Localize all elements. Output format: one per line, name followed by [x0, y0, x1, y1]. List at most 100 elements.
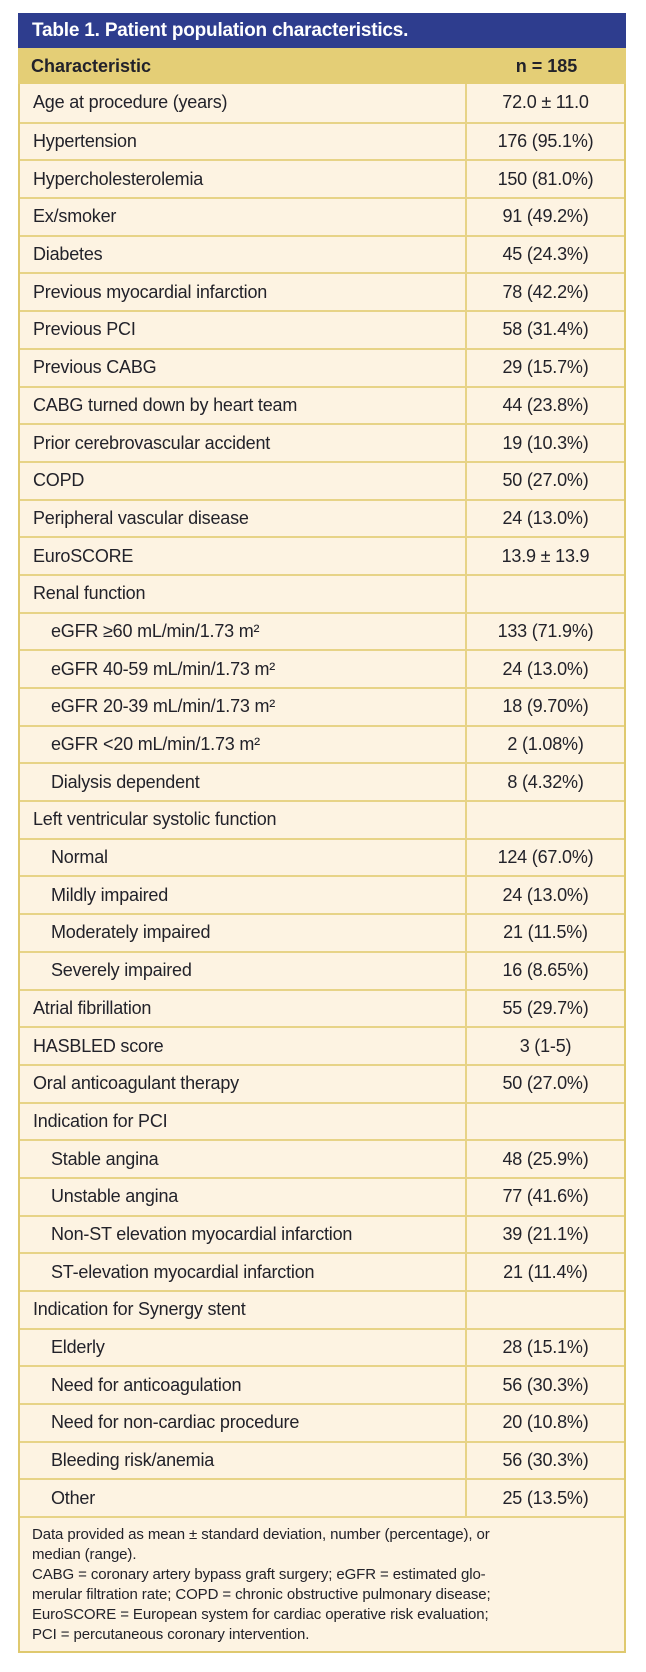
row-label: Ex/smoker — [33, 206, 117, 227]
row-label: Renal function — [33, 583, 146, 604]
table-row: Ex/smoker 91 (49.2%) — [20, 197, 624, 235]
row-label: Unstable angina — [51, 1186, 179, 1207]
row-label: Age at procedure (years) — [33, 92, 228, 113]
table-row: Need for non-cardiac procedure 20 (10.8%… — [20, 1403, 624, 1441]
row-label: Need for non-cardiac procedure — [51, 1412, 300, 1433]
table-row: Indication for PCI — [20, 1101, 624, 1140]
row-value: 176 (95.1%) — [465, 123, 624, 160]
row-value: 77 (41.6%) — [465, 1178, 624, 1215]
row-label: EuroSCORE — [33, 545, 134, 566]
table-row: CABG turned down by heart team 44 (23.8%… — [20, 385, 624, 424]
table-row: eGFR 20-39 mL/min/1.73 m² 18 (9.70%) — [20, 687, 624, 725]
table-row: ST-elevation myocardial infarction 21 (1… — [20, 1252, 624, 1290]
row-value: 45 (24.3%) — [465, 236, 624, 273]
table-row: Mildly impaired 24 (13.0%) — [20, 875, 624, 914]
row-label: eGFR 40-59 mL/min/1.73 m² — [51, 658, 276, 679]
table-row: Non-ST elevation myocardial infarction 3… — [20, 1214, 624, 1253]
row-label: Bleeding risk/anemia — [51, 1450, 215, 1471]
row-label: Atrial fibrillation — [33, 997, 152, 1018]
table-header-row: Characteristic n = 185 — [18, 48, 626, 84]
row-value: 2 (1.08%) — [465, 726, 624, 763]
table-row: Previous myocardial infarction 78 (42.2%… — [20, 272, 624, 311]
row-label: Hypertension — [33, 131, 137, 152]
table-row: Prior cerebrovascular accident 19 (10.3%… — [20, 423, 624, 461]
row-label: Mildly impaired — [51, 884, 169, 905]
table-row: Age at procedure (years) 72.0 ± 11.0 — [20, 84, 624, 122]
row-label: Non-ST elevation myocardial infarction — [51, 1223, 353, 1244]
column-header-n: n = 185 — [515, 55, 578, 76]
row-label: Diabetes — [33, 244, 103, 265]
row-label: Previous CABG — [33, 357, 157, 378]
row-label: Previous PCI — [33, 319, 136, 340]
row-label: Elderly — [51, 1337, 105, 1358]
table-row: Elderly 28 (15.1%) — [20, 1327, 624, 1366]
row-value: 133 (71.9%) — [465, 613, 624, 650]
footnote-line: PCI = percutaneous coronary intervention… — [32, 1626, 310, 1644]
row-value: 50 (27.0%) — [465, 1065, 624, 1102]
row-value — [465, 802, 624, 838]
row-value: 21 (11.4%) — [465, 1254, 624, 1290]
row-value: 8 (4.32%) — [465, 764, 624, 801]
row-label: Other — [51, 1487, 96, 1508]
row-label: Stable angina — [51, 1148, 159, 1169]
table-row: Oral anticoagulant therapy 50 (27.0%) — [20, 1063, 624, 1102]
table-row: Hypertension 176 (95.1%) — [20, 121, 624, 160]
row-value: 124 (67.0%) — [465, 839, 624, 876]
row-label: eGFR 20-39 mL/min/1.73 m² — [51, 696, 276, 717]
row-value: 72.0 ± 11.0 — [465, 84, 624, 122]
table-row: Atrial fibrillation 55 (29.7%) — [20, 988, 624, 1027]
table-row: eGFR 40-59 mL/min/1.73 m² 24 (13.0%) — [20, 649, 624, 687]
row-value: 13.9 ± 13.9 — [465, 538, 624, 574]
table-row: Peripheral vascular disease 24 (13.0%) — [20, 498, 624, 537]
row-value: 19 (10.3%) — [465, 425, 624, 461]
row-value: 24 (13.0%) — [465, 500, 624, 537]
row-label: Left ventricular systolic function — [33, 809, 277, 830]
column-header-characteristic: Characteristic — [31, 55, 152, 76]
row-value: 55 (29.7%) — [465, 990, 624, 1027]
row-value: 25 (13.5%) — [465, 1480, 624, 1517]
row-label: Prior cerebrovascular accident — [33, 432, 271, 453]
footnote-line: Data provided as mean ± standard deviati… — [32, 1526, 490, 1544]
table-row: Other 25 (13.5%) — [20, 1478, 624, 1517]
table-row: Moderately impaired 21 (11.5%) — [20, 913, 624, 951]
table-row: Normal 124 (67.0%) — [20, 837, 624, 876]
row-label: Severely impaired — [51, 960, 192, 981]
table-footnote: Data provided as mean ± standard deviati… — [20, 1516, 624, 1651]
row-label: Peripheral vascular disease — [33, 507, 249, 528]
row-value: 18 (9.70%) — [465, 689, 624, 725]
table-row: Renal function — [20, 573, 624, 612]
table-row: Bleeding risk/anemia 56 (30.3%) — [20, 1440, 624, 1479]
table-row: EuroSCORE 13.9 ± 13.9 — [20, 536, 624, 574]
row-value: 91 (49.2%) — [465, 199, 624, 235]
row-value: 44 (23.8%) — [465, 387, 624, 424]
row-label: Hypercholesterolemia — [33, 168, 204, 189]
table-row: Diabetes 45 (24.3%) — [20, 234, 624, 273]
row-label: ST-elevation myocardial infarction — [51, 1261, 315, 1282]
footnote-line: median (range). — [32, 1546, 137, 1564]
table-body: Age at procedure (years) 72.0 ± 11.0 Hyp… — [18, 84, 626, 1654]
row-value: 48 (25.9%) — [465, 1141, 624, 1177]
table-row: Stable angina 48 (25.9%) — [20, 1139, 624, 1177]
row-label: Dialysis dependent — [51, 771, 200, 792]
row-label: Moderately impaired — [51, 922, 211, 943]
table-row: HASBLED score 3 (1-5) — [20, 1026, 624, 1064]
row-label: eGFR ≥60 mL/min/1.73 m² — [51, 620, 260, 641]
footnote-line: merular filtration rate; COPD = chronic … — [32, 1586, 491, 1604]
row-value: 58 (31.4%) — [465, 312, 624, 348]
row-value: 24 (13.0%) — [465, 651, 624, 687]
row-value: 56 (30.3%) — [465, 1442, 624, 1479]
row-value: 78 (42.2%) — [465, 274, 624, 311]
row-label: Previous myocardial infarction — [33, 281, 268, 302]
table-row: Hypercholesterolemia 150 (81.0%) — [20, 159, 624, 198]
row-label: Oral anticoagulant therapy — [33, 1073, 239, 1094]
table-row: Dialysis dependent 8 (4.32%) — [20, 762, 624, 801]
row-label: COPD — [33, 470, 85, 491]
row-value — [465, 575, 624, 612]
row-value: 39 (21.1%) — [465, 1216, 624, 1253]
table-row: eGFR <20 mL/min/1.73 m² 2 (1.08%) — [20, 724, 624, 763]
table-row: Severely impaired 16 (8.65%) — [20, 950, 624, 989]
row-value: 50 (27.0%) — [465, 462, 624, 499]
table-row: Previous CABG 29 (15.7%) — [20, 347, 624, 386]
footnote-line: CABG = coronary artery bypass graft surg… — [32, 1566, 486, 1584]
row-label: Normal — [51, 847, 108, 868]
